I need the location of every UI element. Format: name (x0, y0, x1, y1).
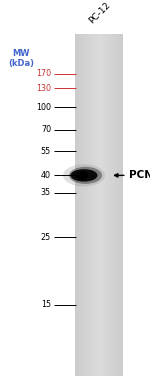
Text: 55: 55 (41, 147, 51, 156)
Text: 170: 170 (36, 69, 51, 78)
Ellipse shape (76, 171, 88, 180)
Text: 35: 35 (41, 188, 51, 197)
Text: PCNA: PCNA (129, 170, 150, 180)
Text: 130: 130 (36, 84, 51, 93)
Text: 40: 40 (41, 171, 51, 180)
Ellipse shape (70, 169, 98, 182)
Text: MW
(kDa): MW (kDa) (8, 48, 34, 68)
Ellipse shape (69, 167, 102, 184)
Text: 25: 25 (41, 233, 51, 242)
FancyBboxPatch shape (75, 35, 123, 376)
Text: 100: 100 (36, 102, 51, 112)
Text: 15: 15 (41, 300, 51, 309)
Text: 70: 70 (41, 125, 51, 135)
Ellipse shape (63, 165, 105, 186)
Text: PC-12: PC-12 (87, 0, 112, 25)
